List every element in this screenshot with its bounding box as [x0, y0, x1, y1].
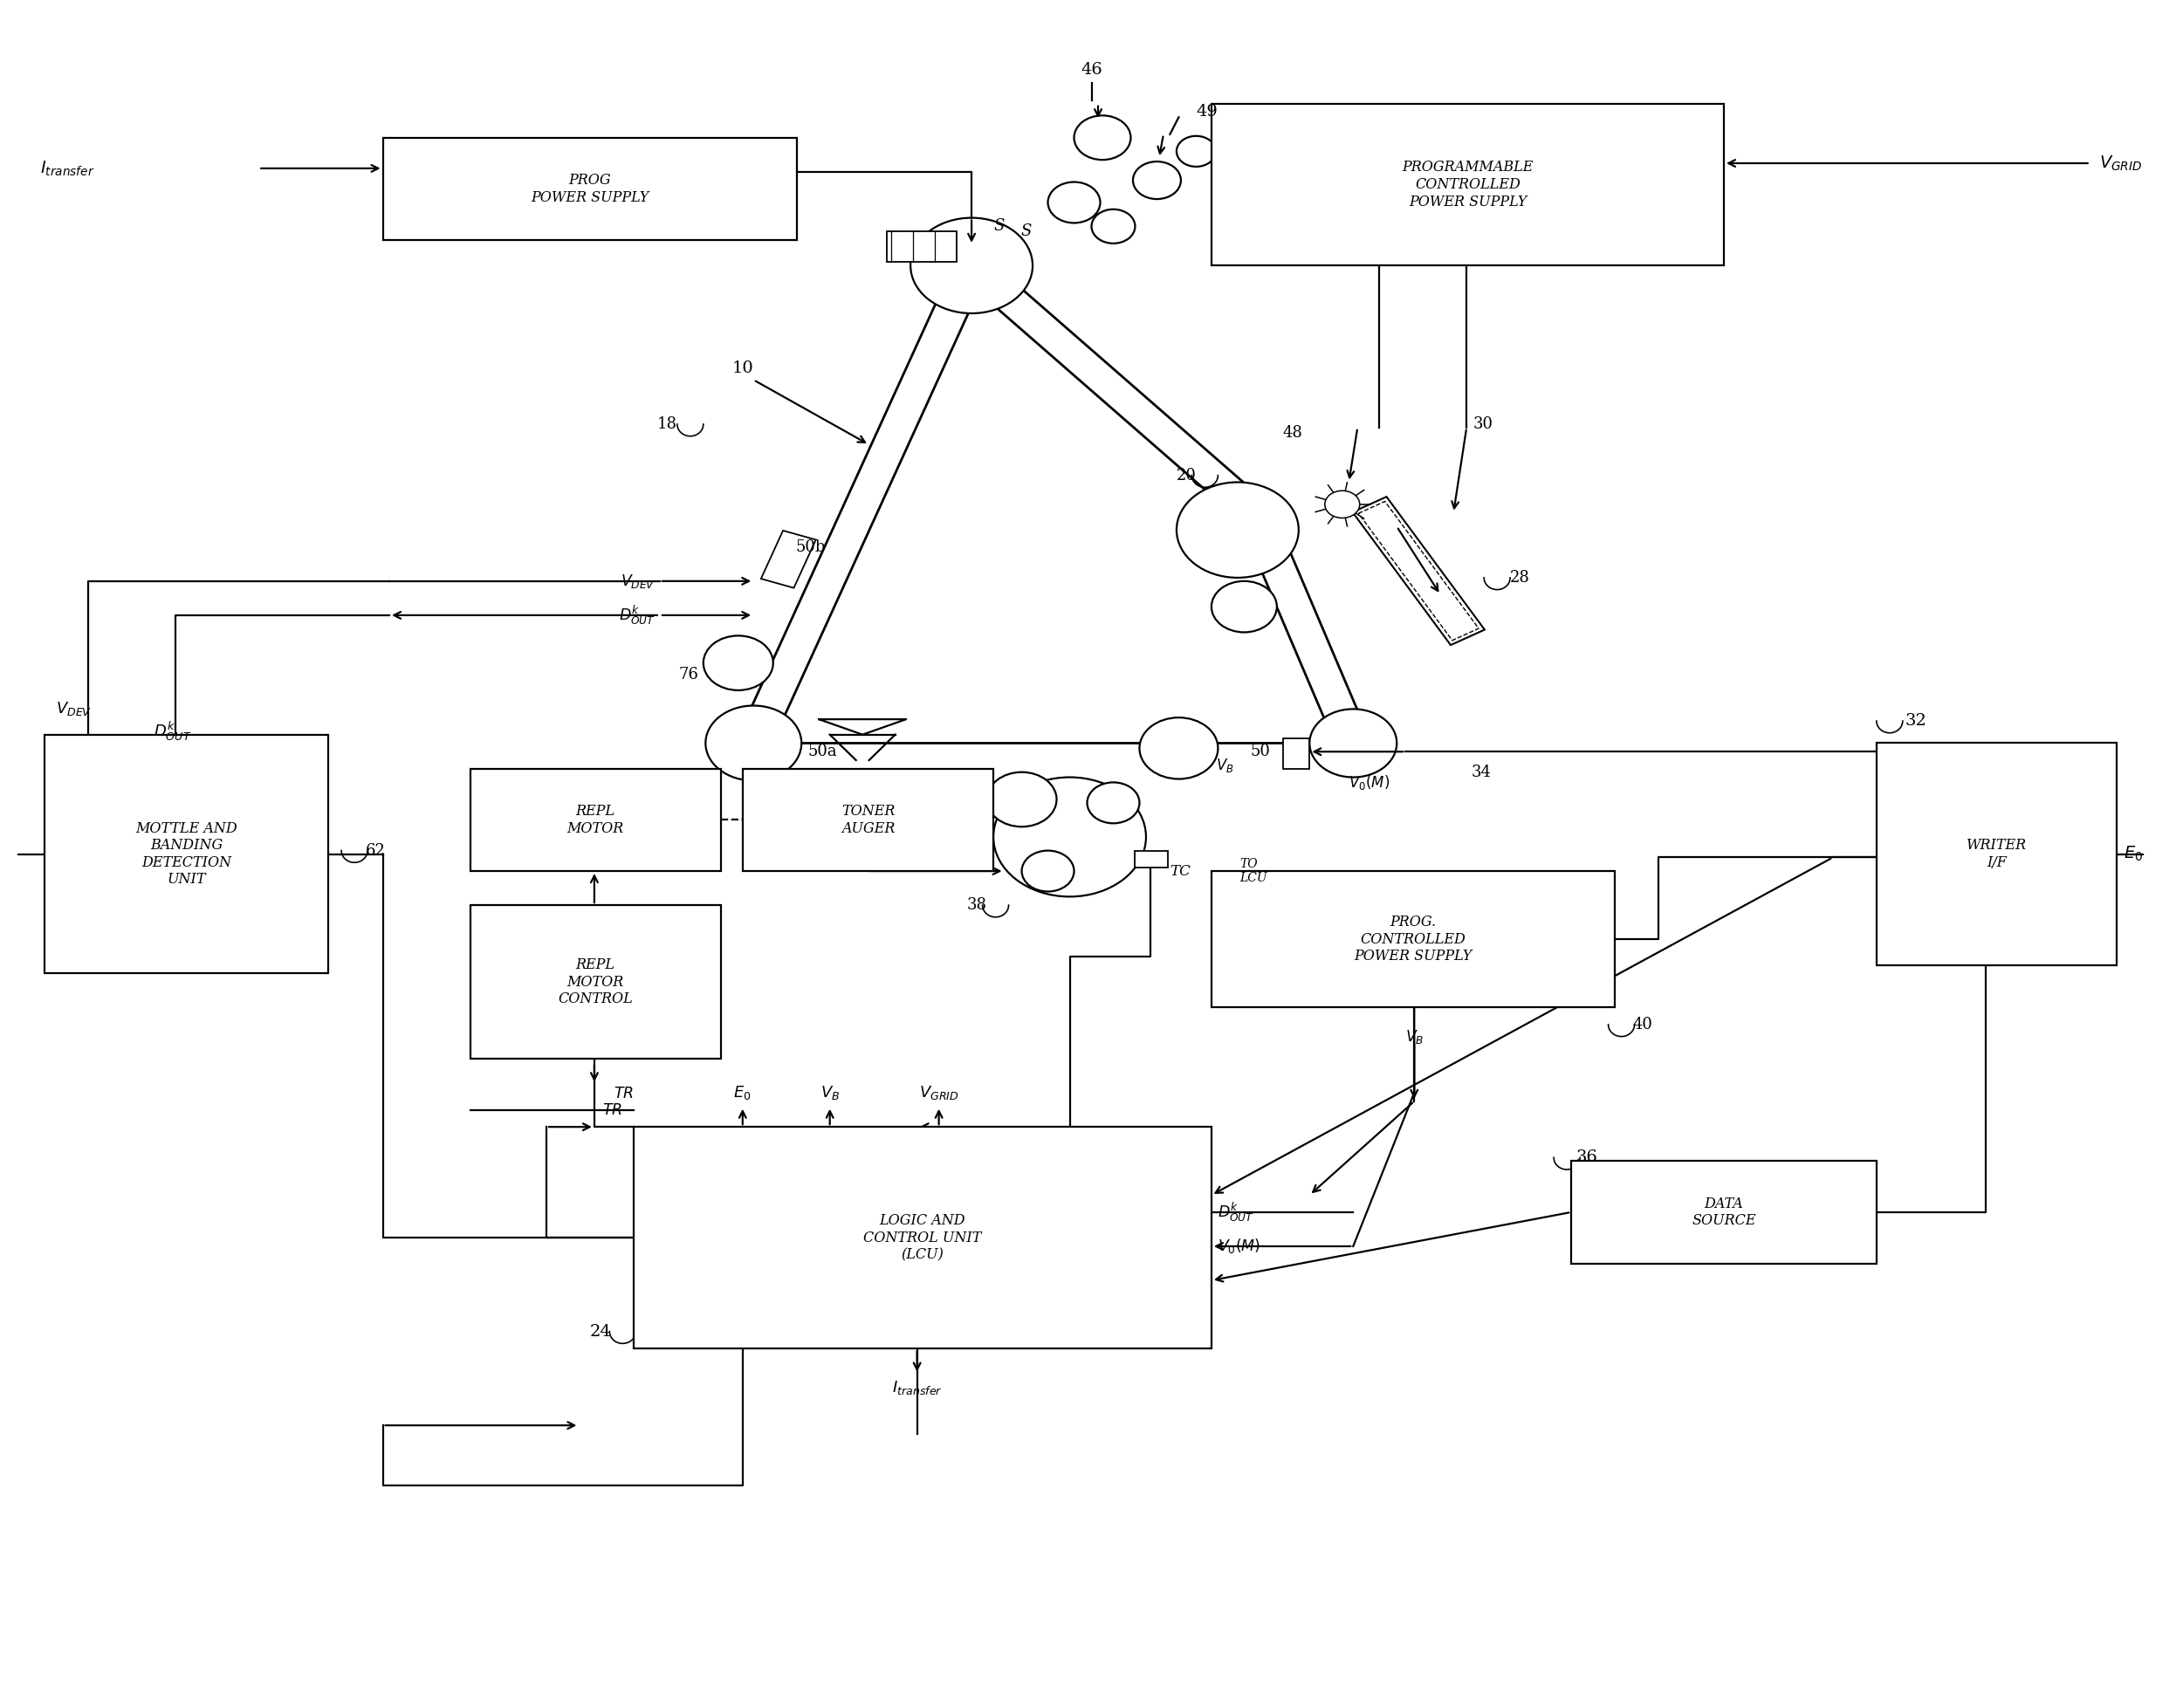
Circle shape — [1310, 709, 1397, 777]
Text: TO
LCU: TO LCU — [1240, 857, 1268, 885]
Text: 18: 18 — [657, 417, 677, 432]
Text: 40: 40 — [1633, 1016, 1653, 1032]
Text: 48: 48 — [1284, 425, 1303, 441]
Circle shape — [910, 219, 1033, 313]
Text: 50b: 50b — [795, 540, 825, 555]
Circle shape — [1140, 717, 1218, 779]
Text: $V_B$: $V_B$ — [1406, 1028, 1423, 1045]
Bar — [46, 734, 327, 974]
Text: REPL
MOTOR: REPL MOTOR — [568, 804, 624, 835]
Circle shape — [1022, 851, 1074, 892]
Text: $V_{DEV}$: $V_{DEV}$ — [57, 700, 92, 717]
Text: LOGIC AND
CONTROL UNIT
(LCU): LOGIC AND CONTROL UNIT (LCU) — [864, 1213, 982, 1262]
Circle shape — [1087, 782, 1140, 823]
Circle shape — [1177, 137, 1216, 167]
Text: $I_{transfer}$: $I_{transfer}$ — [41, 159, 94, 178]
Text: 50a: 50a — [808, 743, 838, 760]
Text: $V_0(M)$: $V_0(M)$ — [1349, 774, 1391, 791]
Bar — [1353, 497, 1484, 646]
Circle shape — [1074, 116, 1131, 161]
Text: $V_B$: $V_B$ — [1216, 757, 1233, 774]
Bar — [469, 769, 720, 871]
Text: PROGRAMMABLE
CONTROLLED
POWER SUPPLY: PROGRAMMABLE CONTROLLED POWER SUPPLY — [1401, 161, 1532, 208]
Text: 50: 50 — [1251, 743, 1271, 760]
Bar — [382, 138, 797, 241]
Text: $V_{DEV}$: $V_{DEV}$ — [620, 572, 655, 589]
Text: 36: 36 — [1576, 1149, 1598, 1165]
Text: 62: 62 — [365, 842, 386, 859]
Text: $E_0$: $E_0$ — [2124, 845, 2142, 863]
Text: $V_{GRID}$: $V_{GRID}$ — [2100, 154, 2142, 173]
Bar — [1358, 502, 1478, 640]
Text: 10: 10 — [731, 360, 753, 376]
Text: $D^k_{OUT}$: $D^k_{OUT}$ — [618, 605, 655, 627]
Circle shape — [1325, 490, 1360, 518]
Text: TONER
AUGER: TONER AUGER — [840, 804, 895, 835]
Circle shape — [1048, 183, 1100, 224]
Text: 24: 24 — [589, 1324, 611, 1339]
Bar — [762, 531, 816, 588]
Circle shape — [1212, 581, 1277, 632]
Text: REPL
MOTOR
CONTROL: REPL MOTOR CONTROL — [559, 958, 633, 1006]
Text: PROG
POWER SUPPLY: PROG POWER SUPPLY — [530, 173, 648, 205]
Text: 32: 32 — [1906, 714, 1928, 729]
Text: $TR$: $TR$ — [613, 1086, 633, 1102]
Text: $D^k_{OUT}$: $D^k_{OUT}$ — [1218, 1201, 1255, 1223]
Text: PROG.
CONTROLLED
POWER SUPPLY: PROG. CONTROLLED POWER SUPPLY — [1353, 915, 1471, 963]
Circle shape — [705, 705, 801, 781]
Circle shape — [703, 635, 773, 690]
Bar — [1877, 743, 2115, 965]
Bar — [633, 1127, 1212, 1349]
Text: $D^k_{OUT}$: $D^k_{OUT}$ — [153, 719, 192, 743]
Text: MOTTLE AND
BANDING
DETECTION
UNIT: MOTTLE AND BANDING DETECTION UNIT — [135, 822, 238, 886]
Text: WRITER
I/F: WRITER I/F — [1967, 839, 2026, 869]
Circle shape — [1177, 482, 1299, 577]
Text: 38: 38 — [967, 897, 987, 914]
Text: $I_{transfer}$: $I_{transfer}$ — [893, 1380, 943, 1397]
Text: 49: 49 — [1196, 104, 1218, 120]
Bar — [1212, 104, 1725, 265]
Circle shape — [1092, 210, 1135, 244]
Text: 76: 76 — [679, 668, 699, 683]
Text: 34: 34 — [1471, 763, 1491, 781]
Text: 20: 20 — [1177, 468, 1196, 483]
Bar — [742, 769, 993, 871]
Bar — [1212, 871, 1615, 1008]
Text: 28: 28 — [1511, 570, 1530, 586]
Text: $TR$: $TR$ — [603, 1103, 622, 1119]
Circle shape — [987, 772, 1057, 827]
Text: S: S — [993, 219, 1004, 234]
Text: TC: TC — [1170, 864, 1192, 878]
Text: $V_B$: $V_B$ — [821, 1085, 840, 1102]
Bar — [1572, 1161, 1877, 1264]
Text: 30: 30 — [1474, 417, 1493, 432]
Bar — [469, 905, 720, 1059]
Text: $V_{GRID}$: $V_{GRID}$ — [919, 1085, 958, 1102]
Text: $V_0(M)$: $V_0(M)$ — [1218, 1237, 1262, 1255]
Bar — [886, 232, 956, 261]
Text: DATA
SOURCE: DATA SOURCE — [1692, 1196, 1755, 1228]
Circle shape — [1133, 162, 1181, 200]
Text: $E_0$: $E_0$ — [733, 1085, 751, 1102]
Bar — [1284, 738, 1310, 769]
Bar — [1135, 851, 1168, 868]
Text: S: S — [1022, 224, 1033, 239]
Circle shape — [993, 777, 1146, 897]
Text: 46: 46 — [1081, 61, 1102, 77]
